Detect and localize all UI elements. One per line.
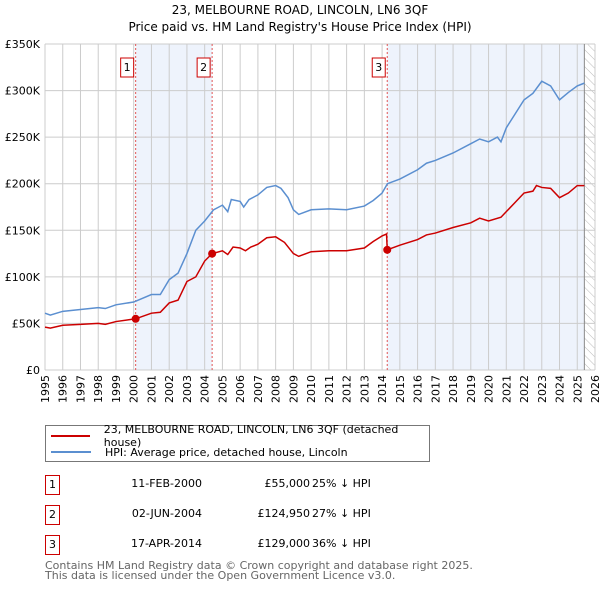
- footer-copyright: Contains HM Land Registry data © Crown c…: [45, 559, 473, 572]
- y-tick-label: £300K: [5, 85, 41, 98]
- x-tick-label: 2024: [554, 375, 567, 403]
- sale-date: 02-JUN-2004: [131, 507, 202, 520]
- legend-item-property: 23, MELBOURNE ROAD, LINCOLN, LN6 3QF (de…: [46, 423, 429, 449]
- x-tick-label: 2012: [341, 375, 354, 403]
- forecast-hatch: [584, 44, 595, 370]
- sale-marker-label: 1: [124, 61, 131, 74]
- x-tick-label: 2011: [323, 375, 336, 403]
- x-tick-label: 2021: [500, 375, 513, 403]
- x-tick-label: 2003: [181, 375, 194, 403]
- sale-marker-label: 2: [200, 61, 207, 74]
- sale-price: £55,000: [264, 477, 311, 490]
- x-tick-label: 2022: [518, 375, 531, 403]
- x-tick-label: 2016: [412, 375, 425, 403]
- sale-marker-label: 3: [375, 61, 382, 74]
- sale-point: [131, 314, 140, 323]
- x-tick-label: 2026: [589, 375, 600, 403]
- sale-hpi-diff: 25% ↓ HPI: [312, 477, 371, 490]
- legend-swatch-hpi: [51, 451, 91, 453]
- table-row: 3 17-APR-2014 £129,000 36% ↓ HPI: [45, 535, 445, 555]
- y-tick-label: £0: [26, 364, 40, 377]
- x-tick-label: 1997: [74, 375, 87, 403]
- legend-label-property: 23, MELBOURNE ROAD, LINCOLN, LN6 3QF (de…: [103, 423, 399, 449]
- sale-marker-box: 2: [45, 505, 60, 525]
- x-tick-label: 2019: [465, 375, 478, 403]
- chart-title: 23, MELBOURNE ROAD, LINCOLN, LN6 3QF: [171, 3, 429, 17]
- x-tick-label: 2013: [358, 375, 371, 403]
- x-tick-label: 2018: [447, 375, 460, 403]
- table-row: 1 11-FEB-2000 £55,000 25% ↓ HPI: [45, 475, 445, 495]
- sale-marker-box: [120, 57, 135, 78]
- y-tick-label: £150K: [5, 224, 41, 237]
- x-tick-label: 2020: [483, 375, 496, 403]
- y-tick-label: £50K: [12, 317, 41, 330]
- x-tick-label: 2002: [163, 375, 176, 403]
- x-tick-label: 2004: [199, 375, 212, 403]
- x-tick-label: 2015: [394, 375, 407, 403]
- sale-price: £129,000: [257, 537, 311, 550]
- sale-marker-box: 3: [45, 535, 60, 555]
- x-tick-label: 2006: [234, 375, 247, 403]
- sale-marker-box: 1: [45, 475, 60, 495]
- sale-marker-box: [196, 57, 211, 78]
- x-tick-label: 2023: [536, 375, 549, 403]
- x-tick-label: 2025: [571, 375, 584, 403]
- y-tick-label: £100K: [5, 271, 41, 284]
- x-tick-label: 1996: [57, 375, 70, 403]
- x-tick-label: 2017: [429, 375, 442, 403]
- chart-subtitle: Price paid vs. HM Land Registry's House …: [128, 20, 472, 34]
- line-chart: 1995 1996 1997 1998 1999 2000 2001 2002 2003 2004…: [5, 38, 600, 403]
- x-tick-label: 2014: [376, 375, 389, 403]
- y-tick-label: £250K: [5, 131, 41, 144]
- sale-marker-box: [371, 57, 386, 78]
- y-tick-label: £200K: [5, 178, 41, 191]
- x-tick-label: 2007: [252, 375, 265, 403]
- shaded-period: [135, 44, 213, 370]
- footer-licence: This data is licensed under the Open Gov…: [45, 569, 396, 582]
- x-tick-label: 2009: [287, 375, 300, 403]
- legend: 23, MELBOURNE ROAD, LINCOLN, LN6 3QF (de…: [45, 423, 430, 462]
- legend-label-hpi: HPI: Average price, detached house, Linc…: [105, 445, 348, 459]
- x-tick-label: 2001: [145, 375, 158, 403]
- sale-date: 17-APR-2014: [130, 537, 202, 550]
- x-tick-label: 2010: [305, 375, 318, 403]
- sale-hpi-diff: 27% ↓ HPI: [312, 507, 371, 520]
- x-tick-label: 1995: [39, 375, 52, 403]
- sale-price: £124,950: [257, 507, 311, 520]
- property-price-line: [44, 184, 585, 329]
- x-tick-label: 2008: [270, 375, 283, 403]
- legend-item-hpi: HPI: Average price, detached house, Linc…: [46, 444, 348, 460]
- hpi-line: [44, 80, 585, 316]
- sale-hpi-diff: 36% ↓ HPI: [312, 537, 371, 550]
- shaded-period: [387, 44, 585, 370]
- sale-point: [383, 245, 392, 254]
- x-tick-label: 1998: [92, 375, 105, 403]
- legend-swatch-property: [51, 435, 90, 437]
- sale-date: 11-FEB-2000: [131, 477, 202, 490]
- sale-point: [208, 249, 217, 258]
- x-tick-label: 2000: [128, 375, 141, 403]
- x-tick-label: 2005: [216, 375, 229, 403]
- table-row: 2 02-JUN-2004 £124,950 27% ↓ HPI: [45, 505, 445, 525]
- x-tick-label: 1999: [110, 375, 123, 403]
- y-tick-label: £350K: [5, 38, 41, 51]
